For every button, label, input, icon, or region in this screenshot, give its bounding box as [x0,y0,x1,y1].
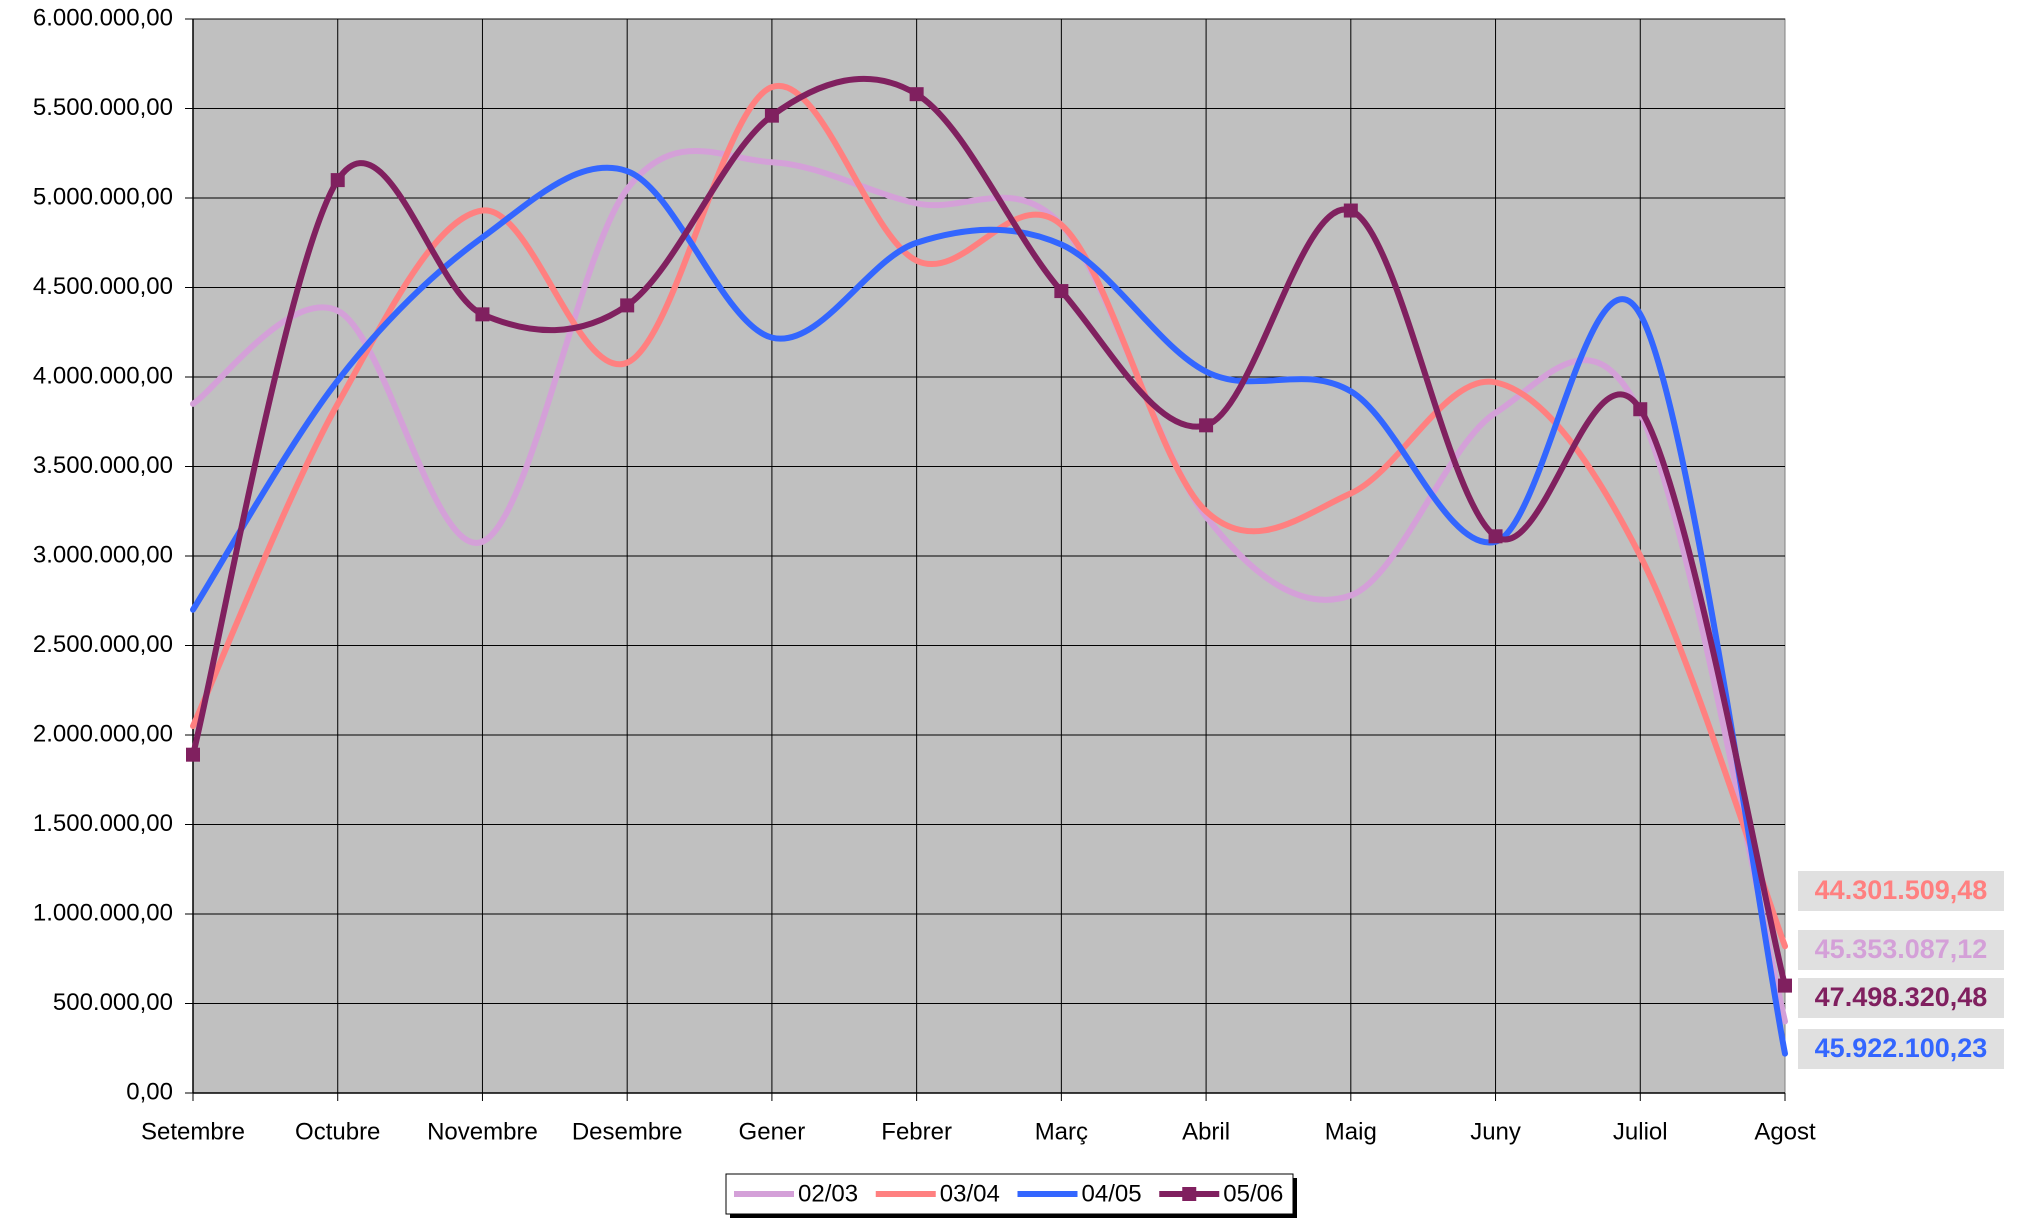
y-tick-label: 2.500.000,00 [33,631,173,658]
y-tick-label: 1.500.000,00 [33,810,173,837]
x-tick-label: Juny [1470,1118,1521,1145]
y-tick-label: 4.500.000,00 [33,273,173,300]
series-marker [1343,203,1358,218]
series-marker [1488,529,1503,544]
annotation-box [1798,930,2004,970]
x-tick-label: Març [1035,1118,1088,1145]
x-tick-label: Octubre [295,1118,380,1145]
y-tick-label: 0,00 [126,1078,173,1105]
series-line [190,148,1788,1025]
series-marker [330,173,345,188]
series-marker [186,747,200,762]
legend-label: 02/03 [798,1180,858,1207]
x-tick-label: Agost [1754,1118,1816,1145]
y-tick-label: 4.000.000,00 [33,362,173,389]
x-tick-label: Febrer [881,1118,952,1145]
series-line [190,75,1788,989]
series-marker [1199,418,1214,433]
annotation: 45.922.100,23 [1815,1033,1988,1063]
series-marker [764,108,779,123]
x-tick-label: Juliol [1613,1118,1668,1145]
x-tick-label: Maig [1325,1118,1377,1145]
series-marker [475,307,490,322]
y-tick-label: 5.500.000,00 [33,94,173,121]
x-tick-label: Setembre [141,1118,245,1145]
series-line [190,82,1788,950]
series-marker [620,298,635,313]
legend-label: 04/05 [1082,1180,1142,1207]
legend-label: 03/04 [940,1180,1000,1207]
annotation: 44.301.509,48 [1815,875,1988,905]
y-tick-label: 3.500.000,00 [33,452,173,479]
legend-label: 05/06 [1223,1180,1283,1207]
y-tick-label: 500.000,00 [53,989,173,1016]
annotation: 45.353.087,12 [1815,934,1988,964]
y-tick-label: 5.000.000,00 [33,183,173,210]
series-marker [1054,284,1069,299]
y-tick-label: 6.000.000,00 [33,4,173,31]
y-tick-label: 3.000.000,00 [33,541,173,568]
annotation: 47.498.320,48 [1815,982,1988,1012]
series-marker [1778,978,1792,993]
series-marker [909,87,924,102]
x-tick-label: Novembre [427,1118,538,1145]
legend-marker [1182,1187,1197,1201]
annotation-box [1798,1029,2004,1069]
series-line [190,164,1788,1057]
x-tick-label: Abril [1182,1118,1230,1145]
x-tick-label: Gener [739,1118,806,1145]
annotation-box [1798,978,2004,1018]
y-tick-label: 2.000.000,00 [33,720,173,747]
annotation-box [1798,871,2004,911]
y-tick-label: 1.000.000,00 [33,899,173,926]
series-marker [1633,402,1648,417]
x-tick-label: Desembre [572,1118,683,1145]
